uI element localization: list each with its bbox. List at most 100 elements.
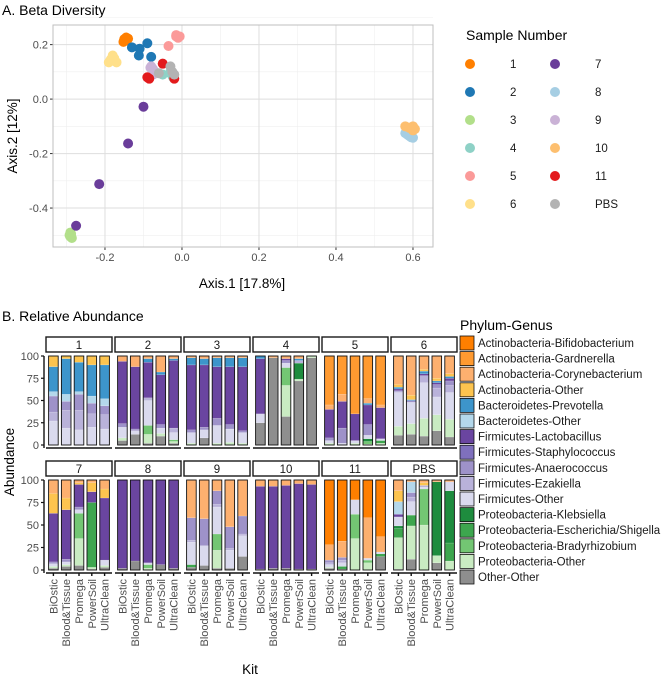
legend-label-sample-9: 9 [595,115,601,127]
bar-segment-firmicutes-anaerococcus [211,490,222,505]
facet-2: 2 [114,336,182,449]
legend-key-sample-9 [550,115,560,125]
y-tick-label: 50 [27,396,39,408]
bar-segment-firmicutes-other [281,362,292,368]
facet-1: 1 0 25 50 75 100 [21,336,113,452]
bar-UltraClean [237,355,248,446]
bar-outline [362,479,374,571]
x-tick-label: 0.4 [328,252,343,264]
bar-segment-firmicutes-other [186,541,197,565]
legend-label-sample-3: 3 [510,115,516,127]
bar-segment-bacteroidetes-prevotella [224,357,235,367]
bar-segment-proteobacteria-other [86,567,97,570]
bar-segment-other-other [73,565,84,571]
bar-segment-other-other [444,436,455,446]
bar-segment-firmicutes-lactobacillus [224,366,235,425]
bar-segment-actinobacteria-other [419,369,430,372]
bar-outline [211,355,223,446]
bar-segment-firmicutes-ezakiella [337,559,348,563]
bar-segment-bacteroidetes-prevotella [211,357,222,367]
bar-segment-actinobacteria-other [48,355,59,367]
bar-UltraClean [444,355,455,446]
bar-BiOstic [255,479,266,571]
legend-key-actinobacteria-gardnerella [459,351,475,367]
bar-segment-bacteroidetes-prevotella [362,402,373,406]
bar-segment-other-other [155,435,166,446]
legend-label: Actinobacteria-Corynebacterium [478,369,642,381]
bar-segment-firmicutes-lactobacillus [268,486,279,569]
bar-Promega [142,479,154,571]
bar-segment-firmicutes-other [186,432,197,444]
bar-outline [237,355,248,446]
legend-key-proteobacteria-bradyrhizobium [459,538,475,554]
bar-UltraClean [99,479,110,571]
facet-strip-label: 4 [283,340,290,352]
bar-segment-actinobacteria-corynebacterium [211,479,222,492]
point-sample-7 [138,101,149,112]
bar-segment-proteobacteria-bradyrhizobium [281,367,292,386]
bar-segment-other-other [130,434,141,446]
point-sample-2 [142,38,153,49]
bar-segment-proteobacteria-other [431,555,442,563]
facet-strip [45,336,113,353]
bar-segment-actinobacteria-bifidobacterium [350,479,361,500]
x-tick-label: PowerSoil [363,579,375,629]
x-tick-label: PowerSoil [225,579,237,629]
bar-segment-proteobacteria-other [444,418,455,438]
x-tick-label: Promega [350,578,362,624]
facet-strip-label: 6 [421,340,427,352]
bar-Blood&Tissue [267,479,279,571]
x-tick-label: UltraClean [376,579,388,631]
bar-UltraClean [306,355,317,446]
bar-segment-proteobacteria-bradyrhizobium [168,439,179,442]
facet-strip [390,460,458,477]
y-tick-label: -0.2 [29,149,48,161]
bar-outline [375,479,386,571]
bar-segment-bacteroidetes-prevotella [186,357,197,366]
bar-segment-bacteroidetes-prevotella [419,370,430,375]
point-sample-2 [146,51,157,62]
bar-segment-firmicutes-anaerococcus [48,395,59,413]
x-tick-label: BiOstic [48,579,60,614]
scatter-title: A. Beta Diversity [2,2,105,18]
point-sample-PBS [153,68,164,79]
legend-label-sample-6: 6 [510,199,516,211]
bar-segment-actinobacteria-other [86,482,97,492]
point-sample-PBS [169,69,180,80]
bar-segment-proteobacteria-other [142,434,153,444]
point-sample-6 [109,53,120,64]
bar-segment-actinobacteria-corynebacterium [444,355,455,374]
facet-strip [114,460,182,477]
bar-segment-actinobacteria-corynebacterium [324,404,335,410]
bar-segment-firmicutes-ezakiella [419,485,430,488]
bar-segment-firmicutes-lactobacillus [393,514,404,518]
bar-outline [99,355,110,446]
legend-key-sample-7 [550,59,560,69]
bar-segment-firmicutes-other [99,428,110,446]
bar-segment-firmicutes-other [255,413,266,423]
bar-segment-bacteroidetes-prevotella [393,386,404,390]
legend-key-sample-4 [465,143,475,153]
bar-segment-firmicutes-anaerococcus [86,402,97,415]
bar-BiOstic [48,479,59,571]
bar-Blood&Tissue [336,355,348,446]
bar-segment-proteobacteria-bradyrhizobium [362,559,373,563]
bar-segment-proteobacteria-other [350,538,361,571]
bar-segment-firmicutes-lactobacillus [199,364,210,428]
bar-segment-proteobacteria-klebsiella [431,481,442,556]
bar-segment-actinobacteria-bifidobacterium [324,479,335,546]
facet-strip-label: PBS [412,464,435,476]
bar-segment-firmicutes-anaerococcus [324,559,335,563]
bar-outline [444,479,455,571]
bar-segment-actinobacteria-gardnerella [350,355,361,415]
bar-outline [431,479,443,571]
legend-key-firmicutes-anaerococcus [459,460,475,476]
bar-segment-actinobacteria-corynebacterium [255,479,266,487]
bar-segment-bacteroidetes-other [393,501,404,515]
y-tick-label: 25 [27,418,39,430]
bar-segment-bacteroidetes-prevotella [444,376,455,379]
bar-segment-firmicutes-other [142,400,153,426]
bar-Promega [418,355,430,446]
legend-key-proteobacteria-escherichia-shigella [459,522,475,538]
bar-segment-other-other [130,560,141,571]
